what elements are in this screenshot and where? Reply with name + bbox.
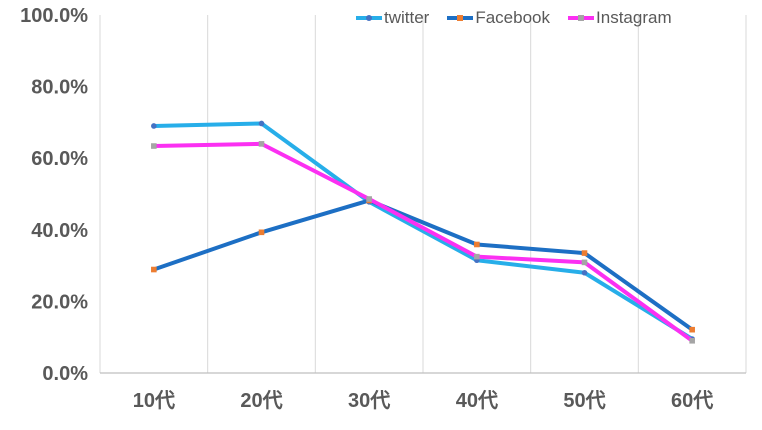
legend-item-instagram: Instagram	[568, 5, 672, 31]
data-point-marker	[258, 229, 265, 236]
legend-swatch-twitter	[356, 9, 382, 27]
legend-item-facebook: Facebook	[447, 5, 550, 31]
x-tick-label: 50代	[563, 389, 605, 412]
data-point-marker	[474, 253, 480, 260]
data-point-marker	[581, 250, 588, 256]
data-point-marker	[151, 123, 157, 129]
marker-dot-icon	[366, 15, 372, 21]
x-tick-label: 20代	[240, 389, 282, 412]
y-tick-label: 100.0%	[20, 5, 88, 27]
y-tick-label: 20.0%	[31, 291, 88, 313]
y-tick-label: 40.0%	[31, 220, 88, 242]
x-tick-label: 30代	[348, 389, 390, 412]
y-tick-label: 80.0%	[31, 77, 88, 99]
data-point-marker	[151, 143, 157, 149]
marker-dot-icon	[578, 15, 585, 21]
legend-swatch-instagram	[568, 9, 595, 27]
series-line-instagram	[151, 141, 695, 343]
series-line-twitter	[151, 121, 695, 341]
data-point-marker	[474, 241, 480, 248]
data-point-marker	[689, 326, 695, 333]
y-tick-label: 0.0%	[42, 363, 88, 385]
data-point-marker	[151, 266, 157, 273]
legend-item-twitter: twitter	[356, 5, 429, 31]
data-point-marker	[366, 196, 372, 202]
data-point-marker	[689, 337, 695, 344]
marker-dot-icon	[457, 15, 464, 21]
legend-label-facebook: Facebook	[475, 8, 551, 27]
legend-label-twitter: twitter	[384, 8, 430, 27]
x-tick-label: 10代	[133, 389, 175, 412]
x-tick-label: 60代	[671, 389, 713, 412]
legend-swatch-facebook	[447, 9, 474, 27]
data-point-marker	[258, 120, 265, 127]
y-tick-label: 60.0%	[31, 148, 88, 170]
x-tick-label: 40代	[456, 389, 498, 412]
data-point-marker	[258, 141, 265, 147]
data-point-marker	[581, 269, 588, 276]
legend: twitter Facebook Instagram	[356, 5, 672, 31]
legend-label-instagram: Instagram	[596, 8, 672, 27]
data-point-marker	[581, 259, 588, 266]
series-line-facebook	[151, 198, 695, 332]
